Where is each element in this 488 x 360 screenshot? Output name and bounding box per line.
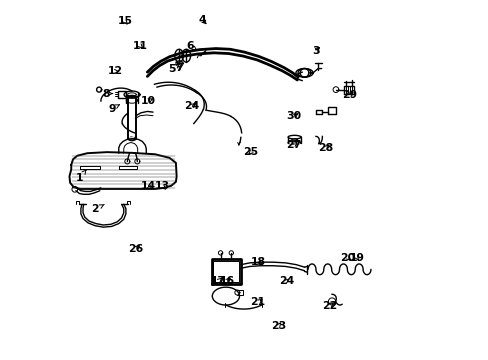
Text: 6: 6 <box>186 41 197 51</box>
Text: 26: 26 <box>128 244 143 253</box>
Text: 24: 24 <box>279 276 294 286</box>
Text: 27: 27 <box>285 140 301 150</box>
Text: 25: 25 <box>243 147 258 157</box>
Text: 13: 13 <box>155 181 169 192</box>
Text: 5: 5 <box>168 64 179 74</box>
Text: 24: 24 <box>183 102 199 111</box>
Text: 12: 12 <box>107 66 122 76</box>
Text: 29: 29 <box>342 90 357 100</box>
Text: 23: 23 <box>270 321 285 331</box>
Text: 22: 22 <box>321 301 336 311</box>
Text: 28: 28 <box>318 143 333 153</box>
Text: 8: 8 <box>102 89 112 99</box>
Text: 1: 1 <box>76 170 86 183</box>
Text: 17: 17 <box>211 276 226 286</box>
Text: 19: 19 <box>349 253 364 263</box>
Text: 16: 16 <box>219 276 234 286</box>
Text: 4: 4 <box>198 15 206 25</box>
Text: 11: 11 <box>132 41 147 51</box>
Text: 7: 7 <box>175 63 183 73</box>
Text: 9: 9 <box>108 104 119 113</box>
Text: 10: 10 <box>141 96 156 106</box>
Text: 15: 15 <box>117 16 132 26</box>
Text: 21: 21 <box>250 297 265 307</box>
Text: 3: 3 <box>311 46 319 56</box>
Text: 14: 14 <box>141 181 156 192</box>
Text: 2: 2 <box>91 204 104 214</box>
Text: 18: 18 <box>250 257 265 267</box>
Text: 20: 20 <box>340 253 355 263</box>
Text: 30: 30 <box>285 111 301 121</box>
